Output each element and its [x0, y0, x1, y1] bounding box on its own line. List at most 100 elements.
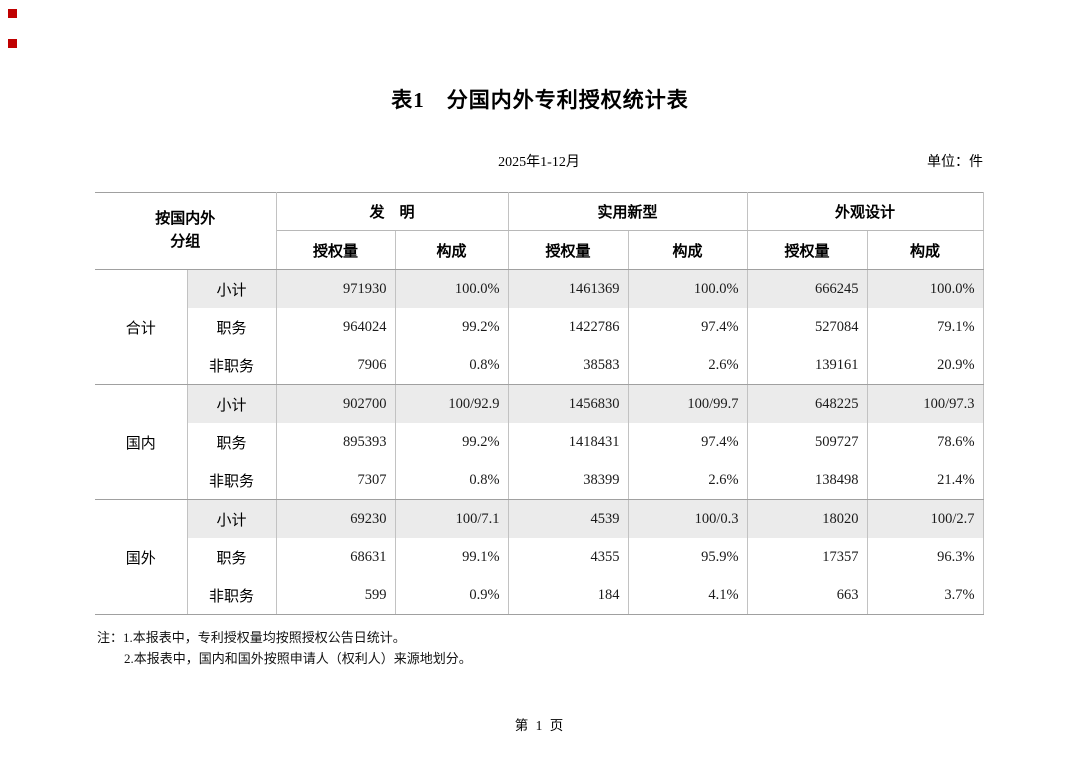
cell-value: 69230	[276, 499, 396, 538]
table-row: 合计 小计 971930 100.0% 1461369 100.0% 66624…	[95, 269, 984, 385]
table-row: 国内 小计 902700 100/92.9 1456830 100/99.7 6…	[95, 384, 984, 500]
header-row-grouping: 按国内外 分组	[95, 192, 277, 270]
header-invention-grant: 授权量	[276, 230, 396, 270]
report-period: 2025年1-12月	[498, 155, 580, 170]
cell-value: 99.2%	[395, 423, 509, 461]
page-number: 第 1 页	[514, 718, 566, 733]
cell-value: 0.8%	[395, 461, 509, 500]
cell-value: 2.6%	[628, 346, 748, 385]
cell-value: 1461369	[508, 269, 629, 308]
cell-value: 7307	[276, 461, 396, 500]
table-row: 职务 68631 99.1% 4355 95.9% 17357 96.3%	[95, 538, 984, 576]
cell-value: 100.0%	[867, 269, 984, 308]
cell-value: 139161	[747, 346, 868, 385]
cell-value: 184	[508, 576, 629, 615]
footnote-2: 2.本报表中，国内和国外按照申请人（权利人）来源地划分。	[124, 651, 472, 666]
cell-value: 38399	[508, 461, 629, 500]
cell-value: 964024	[276, 308, 396, 346]
cell-value: 100.0%	[395, 269, 509, 308]
cell-value: 100/97.3	[867, 384, 984, 423]
footnote-1: 注：1.本报表中，专利授权量均按照授权公告日统计。	[97, 627, 472, 648]
cell-value: 527084	[747, 308, 868, 346]
cell-value: 100/92.9	[395, 384, 509, 423]
header-row-grouping-line2: 分组	[170, 234, 201, 250]
header-utility-grant: 授权量	[508, 230, 629, 270]
cell-value: 100.0%	[628, 269, 748, 308]
footnotes: 注：1.本报表中，专利授权量均按照授权公告日统计。 2.本报表中，国内和国外按照…	[97, 627, 472, 669]
cell-value: 97.4%	[628, 308, 748, 346]
footnote-prefix: 注：	[97, 630, 124, 645]
cell-value: 599	[276, 576, 396, 615]
cell-value: 666245	[747, 269, 868, 308]
cell-value: 100/7.1	[395, 499, 509, 538]
cell-value: 3.7%	[867, 576, 984, 615]
header-design-grant: 授权量	[747, 230, 868, 270]
row-group-label-foreign: 国外	[95, 499, 188, 615]
cell-value: 68631	[276, 538, 396, 576]
cell-value: 1456830	[508, 384, 629, 423]
header-row-grouping-line1: 按国内外	[155, 211, 216, 227]
cell-value: 21.4%	[867, 461, 984, 500]
table-row: 非职务 7307 0.8% 38399 2.6% 138498 21.4%	[95, 461, 984, 500]
footnote-1-text: 1.本报表中，专利授权量均按照授权公告日统计。	[123, 630, 406, 645]
table-row: 职务 895393 99.2% 1418431 97.4% 509727 78.…	[95, 423, 984, 461]
cell-value: 99.1%	[395, 538, 509, 576]
red-square-marker-bottom	[8, 39, 17, 48]
cell-value: 96.3%	[867, 538, 984, 576]
cell-value: 895393	[276, 423, 396, 461]
cell-value: 20.9%	[867, 346, 984, 385]
cell-value: 4.1%	[628, 576, 748, 615]
cell-value: 97.4%	[628, 423, 748, 461]
cell-value: 100/99.7	[628, 384, 748, 423]
cell-value: 4539	[508, 499, 629, 538]
cell-value: 79.1%	[867, 308, 984, 346]
row-sub-label: 小计	[187, 384, 277, 423]
row-sub-label: 非职务	[187, 461, 277, 500]
cell-value: 95.9%	[628, 538, 748, 576]
table-row: 非职务 599 0.9% 184 4.1% 663 3.7%	[95, 576, 984, 615]
cell-value: 4355	[508, 538, 629, 576]
cell-value: 2.6%	[628, 461, 748, 500]
header-utility-share: 构成	[628, 230, 748, 270]
row-sub-label: 职务	[187, 308, 277, 346]
cell-value: 7906	[276, 346, 396, 385]
cell-value: 902700	[276, 384, 396, 423]
table-meta-row: 2025年1-12月 单位：件	[95, 151, 983, 171]
cell-value: 18020	[747, 499, 868, 538]
row-sub-label: 非职务	[187, 576, 277, 615]
cell-value: 0.8%	[395, 346, 509, 385]
cell-value: 99.2%	[395, 308, 509, 346]
table-row: 国外 小计 69230 100/7.1 4539 100/0.3 18020 1…	[95, 499, 984, 615]
cell-value: 100/0.3	[628, 499, 748, 538]
unit-label: 单位：件	[927, 155, 983, 170]
header-design-share: 构成	[867, 230, 984, 270]
cell-value: 17357	[747, 538, 868, 576]
statistics-table: 按国内外 分组 发 明 实用新型 外观设计 授权量 构成 授权量 构成 授权量 …	[95, 192, 984, 615]
header-group-utility-model: 实用新型	[508, 192, 748, 231]
cell-value: 38583	[508, 346, 629, 385]
cell-value: 663	[747, 576, 868, 615]
table-row: 非职务 7906 0.8% 38583 2.6% 139161 20.9%	[95, 346, 984, 385]
cell-value: 1418431	[508, 423, 629, 461]
row-group-label-domestic: 国内	[95, 384, 188, 500]
cell-value: 78.6%	[867, 423, 984, 461]
red-square-marker-top	[8, 9, 17, 18]
row-sub-label: 小计	[187, 499, 277, 538]
header-group-design: 外观设计	[747, 192, 984, 231]
cell-value: 0.9%	[395, 576, 509, 615]
header-invention-share: 构成	[395, 230, 509, 270]
cell-value: 509727	[747, 423, 868, 461]
cell-value: 971930	[276, 269, 396, 308]
cell-value: 648225	[747, 384, 868, 423]
cell-value: 100/2.7	[867, 499, 984, 538]
table-row: 职务 964024 99.2% 1422786 97.4% 527084 79.…	[95, 308, 984, 346]
row-sub-label: 职务	[187, 538, 277, 576]
page-title: 表1 分国内外专利授权统计表	[391, 88, 689, 112]
row-sub-label: 小计	[187, 269, 277, 308]
row-group-label-total: 合计	[95, 269, 188, 385]
row-sub-label: 非职务	[187, 346, 277, 385]
cell-value: 138498	[747, 461, 868, 500]
row-sub-label: 职务	[187, 423, 277, 461]
cell-value: 1422786	[508, 308, 629, 346]
header-group-invention: 发 明	[276, 192, 509, 231]
